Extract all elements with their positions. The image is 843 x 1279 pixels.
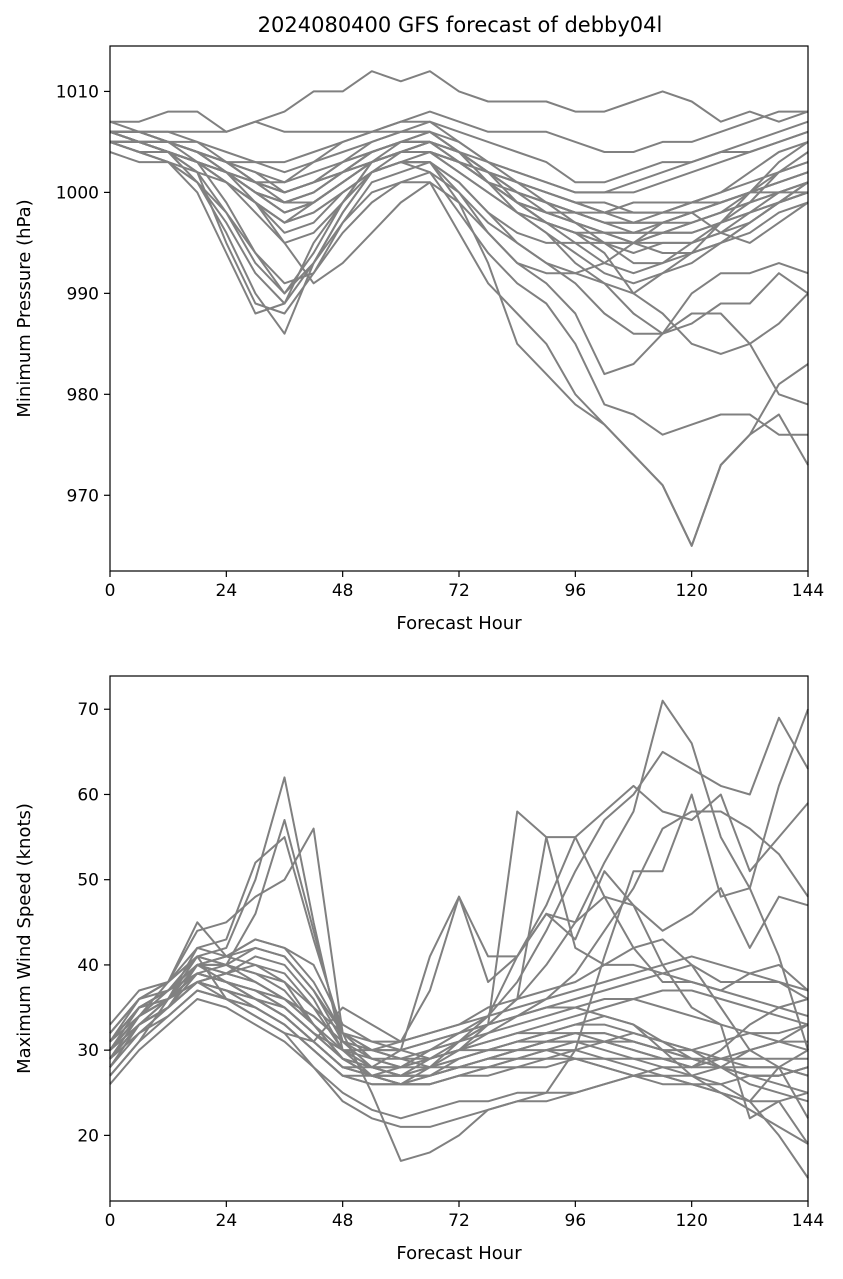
pressure-y-tick-label: 1000 xyxy=(56,183,99,203)
pressure-series-line-31 xyxy=(109,140,809,224)
pressure-x-tick-label: 48 xyxy=(332,581,354,601)
wind-x-tick-label: 120 xyxy=(675,1211,707,1231)
wind-x-tick-label: 96 xyxy=(565,1211,587,1231)
pressure-x-tick-label: 72 xyxy=(448,581,470,601)
wind-x-tick-label: 48 xyxy=(332,1211,354,1231)
pressure-series-line-2 xyxy=(110,110,808,153)
wind-y-tick-label: 40 xyxy=(77,956,99,976)
pressure-y-tick-label: 990 xyxy=(67,284,99,304)
wind-y-tick-label: 30 xyxy=(77,1041,99,1061)
wind-y-tick-label: 70 xyxy=(77,700,99,720)
wind-x-tick-label: 144 xyxy=(792,1211,824,1231)
wind-y-tick-label: 20 xyxy=(77,1126,99,1146)
wind-y-axis-label: Maximum Wind Speed (knots) xyxy=(14,803,35,1074)
wind-y-tick-label: 50 xyxy=(77,871,99,891)
wind-series-line-23 xyxy=(109,963,809,1060)
pressure-series-line-6 xyxy=(109,130,809,547)
pressure-x-tick-label: 120 xyxy=(675,581,707,601)
pressure-x-tick-label: 144 xyxy=(792,581,824,601)
pressure-y-tick-label: 980 xyxy=(67,385,99,405)
pressure-y-axis-label: Minimum Pressure (hPa) xyxy=(14,199,35,417)
chart-title: 2024080400 GFS forecast of debby04l xyxy=(258,13,663,37)
pressure-y-tick-label: 970 xyxy=(67,486,99,506)
wind-x-tick-label: 24 xyxy=(216,1211,238,1231)
wind-series-line-30 xyxy=(109,981,809,1077)
pressure-x-tick-label: 96 xyxy=(565,581,587,601)
pressure-x-tick-label: 0 xyxy=(105,581,116,601)
wind-series-line-29 xyxy=(109,989,808,1086)
wind-series-line-28 xyxy=(109,972,809,1069)
pressure-series-line-28 xyxy=(109,130,809,194)
wind-x-tick-label: 72 xyxy=(448,1211,470,1231)
wind-series-line-26 xyxy=(109,946,809,1043)
pressure-x-tick-label: 24 xyxy=(216,581,238,601)
pressure-chart: 0 24 48 72 96 120 144 970 980 990 1000 1010 Forecast… xyxy=(14,45,824,634)
wind-series-line-24 xyxy=(109,998,809,1179)
wind-x-axis-label: Forecast Hour xyxy=(396,1243,522,1264)
pressure-y-tick-label: 1010 xyxy=(56,82,99,102)
wind-speed-chart: 0 24 48 72 96 120 144 20 30 40 50 60 70 Forecast Hour… xyxy=(14,675,824,1264)
wind-series-line-5 xyxy=(109,793,809,1162)
wind-y-tick-label: 60 xyxy=(77,785,99,805)
wind-x-tick-label: 0 xyxy=(105,1211,116,1231)
pressure-x-axis-label: Forecast Hour xyxy=(396,613,522,634)
